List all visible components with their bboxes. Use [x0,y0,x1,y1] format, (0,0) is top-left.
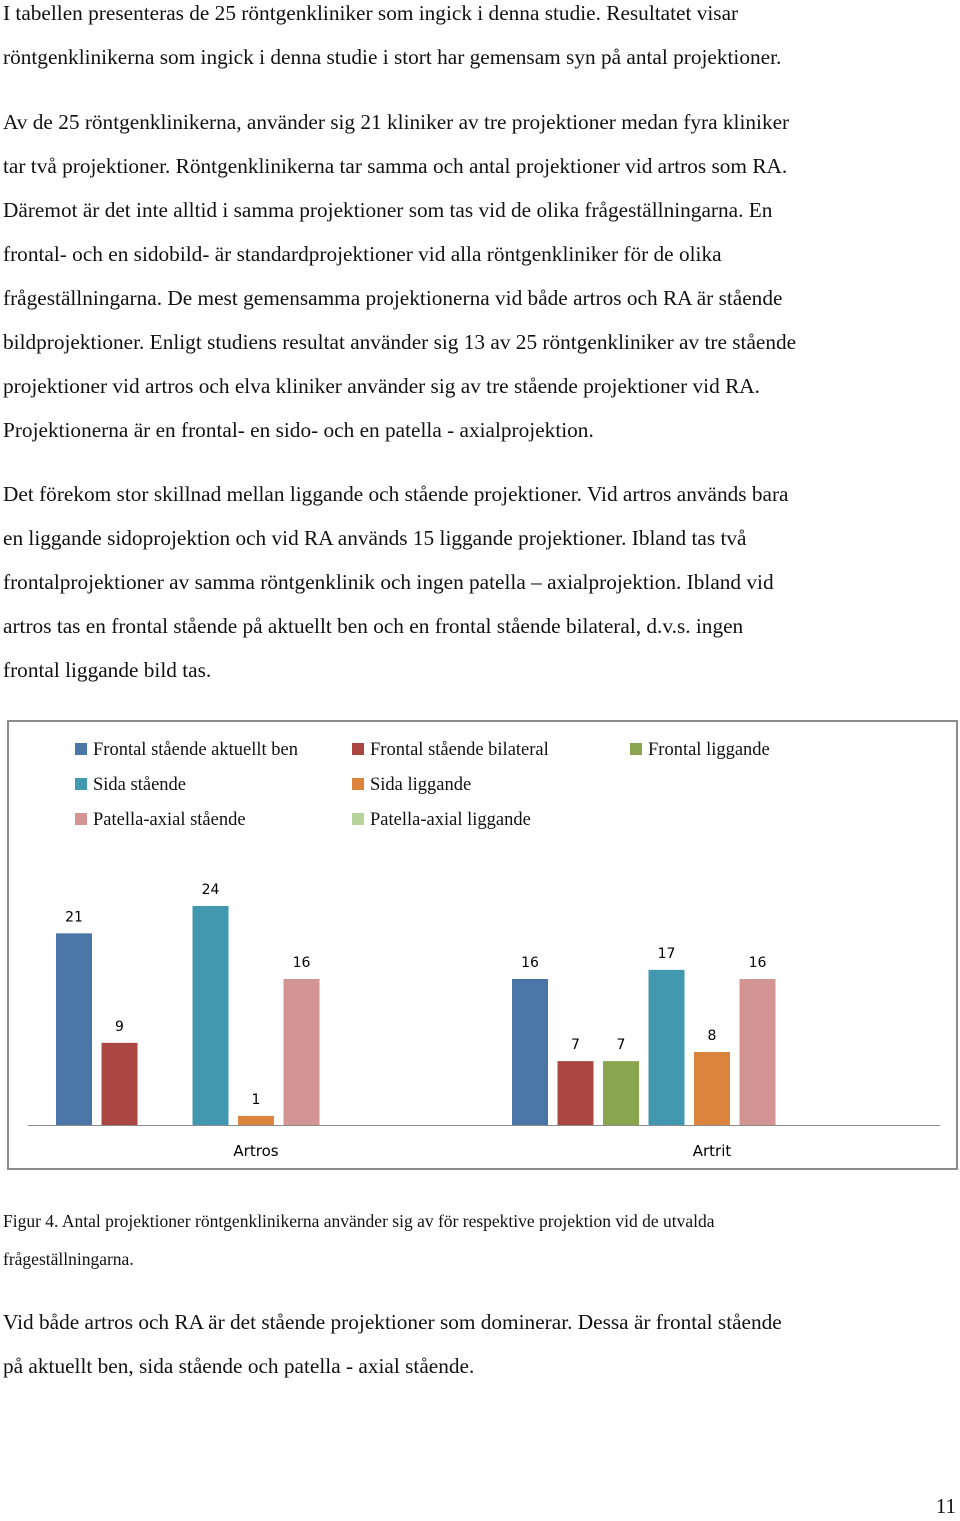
bar [238,1115,274,1125]
category-label: Artrit [693,1142,732,1160]
paragraph-results: Av de 25 röntgenklinikerna, använder sig… [3,100,958,452]
data-label: 17 [658,946,676,962]
legend-item: Frontal stående aktuellt ben [75,739,298,761]
legend-swatch [75,778,87,790]
text-line: I tabellen presenteras de 25 röntgenklin… [3,1,739,25]
text-line: Det förekom stor skillnad mellan liggand… [3,482,789,506]
legend-item: Frontal stående bilateral [352,739,549,761]
bar [192,906,229,1125]
legend-label: Patella-axial liggande [370,810,531,830]
text-line: projektioner vid artros och elva klinike… [3,374,760,398]
data-label: 16 [293,955,311,971]
figure-caption: Figur 4. Antal projektioner röntgenklini… [3,1202,953,1278]
bar-chart: 21 9 24 1 16 Artros 16 7 7 17 8 16 Artrit [28,882,940,1160]
text-line: frågeställningarna. De mest gemensamma p… [3,286,783,310]
data-label: 9 [115,1019,124,1035]
data-label: 24 [202,882,220,898]
category-label: Artros [233,1142,278,1160]
legend-item: Frontal liggande [630,739,770,761]
legend-swatch [630,743,642,755]
bar [101,1042,138,1125]
page-number: 11 [935,1494,956,1518]
text-line: frontal liggande bild tas. [3,658,212,682]
legend-item: Patella-axial liggande [352,809,531,831]
text-line: en liggande sidoprojektion och vid RA an… [3,526,747,550]
text-line: Vid både artros och RA är det stående pr… [3,1310,782,1334]
bar [557,1061,594,1125]
legend-label: Frontal stående bilateral [370,740,549,760]
text-line: artros tas en frontal stående på aktuell… [3,614,744,638]
legend-label: Frontal liggande [648,740,770,760]
legend-swatch [352,813,364,825]
text-line: Av de 25 röntgenklinikerna, använder sig… [3,110,790,134]
text-line: bildprojektioner. Enligt studiens result… [3,330,797,354]
data-label: 7 [571,1037,580,1053]
data-label: 21 [65,909,83,925]
legend-swatch [75,743,87,755]
legend-item: Sida liggande [352,774,471,796]
legend-swatch [352,778,364,790]
bar [603,1061,639,1125]
paragraph-conclusion: Vid både artros och RA är det stående pr… [3,1300,958,1388]
data-label: 16 [749,955,767,971]
legend-swatch [352,743,364,755]
chart-frame: Frontal stående aktuellt ben Frontal stå… [7,720,958,1170]
legend-swatch [75,813,87,825]
paragraph-intro: I tabellen presenteras de 25 röntgenklin… [3,0,958,79]
bar [512,979,548,1125]
legend-item: Sida stående [75,774,186,796]
bar [648,969,685,1125]
paragraph-differences: Det förekom stor skillnad mellan liggand… [3,472,958,692]
caption-line: Figur 4. Antal projektioner röntgenklini… [3,1211,715,1231]
bar [694,1052,730,1125]
text-line: Projektionerna är en frontal- en sido- o… [3,418,594,442]
text-line: tar två projektioner. Röntgenklinikerna … [3,154,788,178]
caption-line: frågeställningarna. [3,1249,134,1269]
text-line: frontal- och en sidobild- är standardpro… [3,242,722,266]
text-line: Däremot är det inte alltid i samma proje… [3,198,773,222]
legend-label: Patella-axial stående [93,810,246,830]
legend-label: Sida stående [93,775,186,795]
legend-label: Sida liggande [370,775,472,795]
bar [739,979,776,1125]
legend-label: Frontal stående aktuellt ben [93,740,298,760]
bar [56,933,92,1125]
bar [283,979,320,1125]
legend-item: Patella-axial stående [75,809,246,831]
text-line: frontalprojektioner av samma röntgenklin… [3,570,774,594]
data-label: 8 [708,1028,717,1044]
data-label: 1 [252,1092,261,1108]
text-line: röntgenklinikerna som ingick i denna stu… [3,45,782,69]
data-label: 16 [521,955,539,971]
text-line: på aktuellt ben, sida stående och patell… [3,1354,475,1378]
data-label: 7 [617,1037,626,1053]
